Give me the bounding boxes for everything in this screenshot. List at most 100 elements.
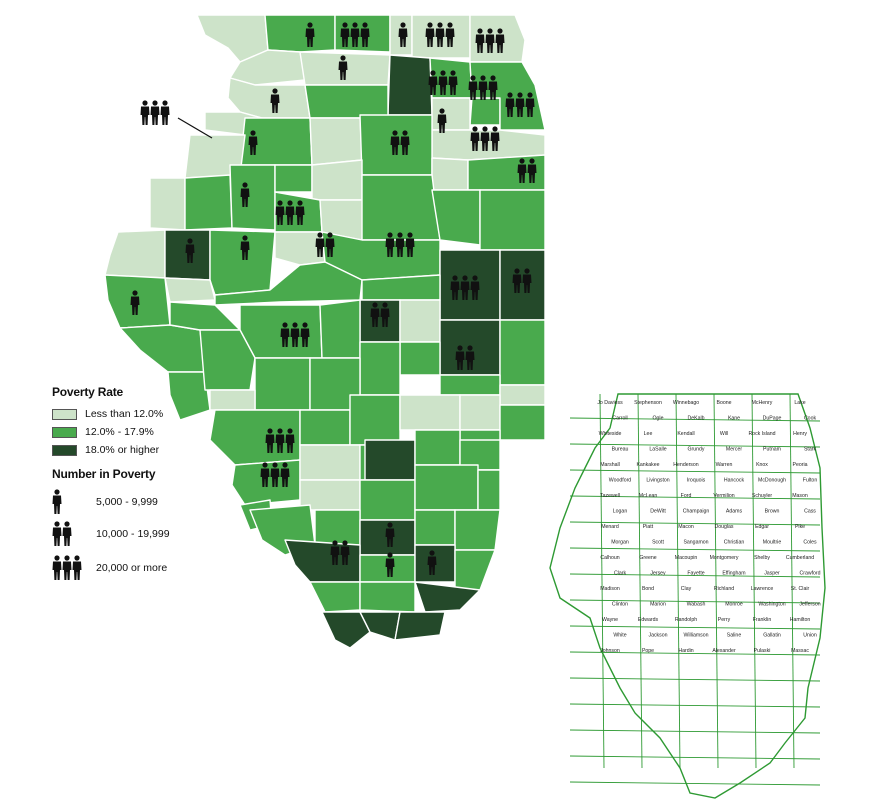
reference-county-label: Henderson bbox=[673, 462, 698, 468]
reference-county-label: Schuyler bbox=[752, 493, 772, 499]
reference-boundary bbox=[569, 417, 821, 422]
reference-county-label: Mason bbox=[792, 493, 808, 499]
legend-title-count: Number in Poverty bbox=[52, 467, 156, 481]
reference-county-label: Whiteside bbox=[599, 431, 622, 437]
reference-county-label: Henry bbox=[793, 431, 807, 437]
county-piatt bbox=[399, 299, 441, 343]
reference-county-label: Jefferson bbox=[799, 602, 820, 608]
county-schuyler-brown bbox=[164, 277, 216, 303]
reference-county-label: Pike bbox=[795, 524, 805, 530]
county-pike bbox=[119, 324, 206, 373]
legend: Poverty Rate Less than 12.0% 12.0% - 17.… bbox=[52, 385, 252, 585]
leader-line bbox=[177, 117, 213, 139]
reference-boundary bbox=[569, 755, 821, 760]
legend-title-rate: Poverty Rate bbox=[52, 385, 123, 399]
reference-county-label: Greene bbox=[639, 555, 656, 561]
reference-county-label: Crawford bbox=[799, 571, 820, 577]
reference-boundary bbox=[569, 443, 821, 448]
county-richland bbox=[414, 429, 461, 466]
reference-county-label: DeKalb bbox=[687, 416, 704, 422]
county-grundy bbox=[431, 157, 469, 191]
reference-county-label: DuPage bbox=[763, 416, 782, 422]
county-hamilton bbox=[414, 509, 456, 546]
reference-county-label: Hamilton bbox=[790, 617, 811, 623]
reference-county-label: Scott bbox=[652, 540, 664, 546]
county-jefferson bbox=[359, 479, 416, 521]
reference-boundary bbox=[637, 393, 643, 769]
county-jackson bbox=[284, 539, 361, 583]
illinois-poverty-map bbox=[104, 14, 546, 649]
reference-county-label: Coles bbox=[803, 540, 817, 546]
county-putnam-marshall bbox=[311, 159, 363, 201]
legend-label-high: 18.0% or higher bbox=[85, 444, 160, 456]
reference-boundary bbox=[569, 495, 821, 500]
reference-county-label: St. Clair bbox=[791, 586, 810, 592]
person-icon-triple bbox=[52, 555, 96, 581]
reference-county-label: Pope bbox=[642, 648, 654, 654]
county-wayne bbox=[414, 464, 479, 511]
reference-county-label: Johnson bbox=[600, 648, 620, 654]
reference-county-label: Lawrence bbox=[751, 586, 774, 592]
reference-county-label: Champaign bbox=[683, 509, 710, 515]
reference-county-label: Stephenson bbox=[634, 400, 662, 406]
reference-county-label: Bond bbox=[642, 586, 654, 592]
reference-county-label: Calhoun bbox=[600, 555, 619, 561]
reference-county-label: Clark bbox=[614, 571, 627, 577]
reference-county-label: Iroquois bbox=[687, 478, 706, 484]
reference-boundary bbox=[599, 393, 605, 769]
reference-boundary bbox=[569, 599, 821, 604]
reference-county-label: Livingston bbox=[646, 478, 669, 484]
reference-county-label: Union bbox=[803, 633, 817, 639]
legend-rate-low: Less than 12.0% bbox=[52, 405, 252, 423]
county-iroquois bbox=[479, 189, 546, 251]
reference-county-label: Washington bbox=[758, 602, 785, 608]
reference-county-label: Cass bbox=[804, 509, 816, 515]
reference-county-label: Massac bbox=[791, 648, 809, 654]
reference-county-label: Grundy bbox=[687, 447, 704, 453]
reference-county-label: Gallatin bbox=[763, 633, 781, 639]
reference-boundary bbox=[569, 573, 821, 578]
reference-county-label: Marshall bbox=[600, 462, 620, 468]
reference-county-label: McLean bbox=[639, 493, 658, 499]
reference-boundary bbox=[569, 677, 821, 682]
reference-county-label: Hardin bbox=[678, 648, 693, 654]
county-calhoun bbox=[167, 371, 211, 421]
legend-count-1: 5,000 - 9,999 bbox=[52, 487, 252, 517]
county-greene bbox=[199, 329, 256, 391]
county-bureau bbox=[309, 117, 363, 166]
reference-county-label: Edwards bbox=[638, 617, 659, 623]
reference-county-label: Woodford bbox=[609, 478, 632, 484]
county-stark bbox=[274, 164, 313, 193]
reference-boundary bbox=[569, 547, 821, 552]
reference-county-label: Marion bbox=[650, 602, 666, 608]
reference-county-label: Randolph bbox=[675, 617, 697, 623]
reference-county-map: Jo Daviess Stephenson Winnebago Boone McHenr… bbox=[549, 393, 826, 799]
reference-boundary bbox=[675, 393, 681, 769]
reference-county-label: Lee bbox=[644, 431, 653, 437]
reference-boundary bbox=[569, 469, 821, 474]
reference-county-label: Knox bbox=[756, 462, 768, 468]
county-clark bbox=[499, 384, 546, 406]
reference-county-label: Moultrie bbox=[763, 540, 782, 546]
county-lee bbox=[304, 84, 389, 119]
reference-county-label: Ogle bbox=[653, 416, 664, 422]
reference-boundary bbox=[569, 729, 821, 734]
legend-count-label-2: 10,000 - 19,999 bbox=[96, 528, 170, 540]
county-macon bbox=[359, 299, 401, 343]
reference-county-label: LaSalle bbox=[649, 447, 666, 453]
reference-county-label: Winnebago bbox=[673, 400, 699, 406]
county-bond bbox=[299, 409, 351, 446]
county-christian bbox=[319, 299, 361, 359]
reference-boundary bbox=[569, 781, 821, 786]
reference-county-label: Monroe bbox=[725, 602, 743, 608]
county-gallatin bbox=[454, 549, 496, 591]
county-hancock bbox=[104, 229, 166, 279]
reference-boundary bbox=[751, 393, 757, 769]
county-effingham bbox=[399, 394, 461, 431]
county-white bbox=[454, 509, 501, 551]
legend-rate-mid: 12.0% - 17.9% bbox=[52, 423, 252, 441]
reference-county-label: Kendall bbox=[677, 431, 694, 437]
poverty-count-icon bbox=[140, 100, 170, 125]
county-fulton bbox=[209, 229, 276, 296]
county-knox bbox=[229, 164, 276, 231]
